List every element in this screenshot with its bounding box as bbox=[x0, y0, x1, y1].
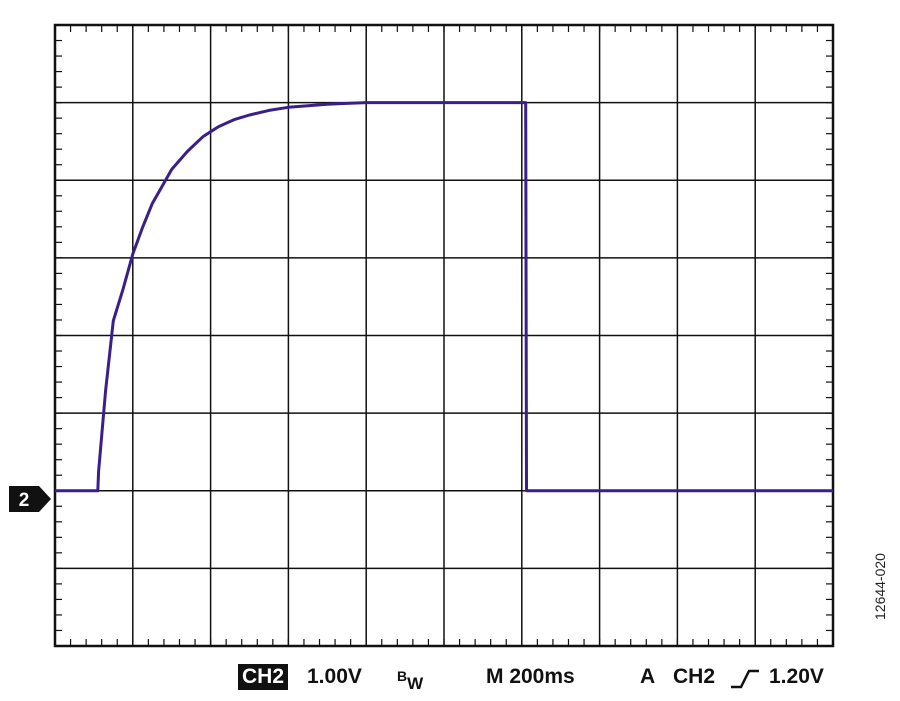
bandwidth-limit-indicator: BW bbox=[397, 668, 424, 693]
signal-trace-layer bbox=[55, 101, 833, 493]
timebase: M 200ms bbox=[486, 665, 575, 688]
trigger-channel: CH2 bbox=[673, 665, 716, 688]
volts-per-division: 1.00V bbox=[307, 665, 362, 688]
trigger-level: 1.20V bbox=[769, 665, 824, 688]
figure-id: 12644-020 bbox=[872, 553, 888, 620]
channel-badge: CH2 bbox=[238, 664, 289, 690]
trigger-prefix: A bbox=[640, 665, 656, 688]
rising-edge-icon bbox=[731, 669, 759, 689]
graticule bbox=[53, 23, 835, 648]
signal-trace bbox=[55, 101, 833, 493]
ground-reference-marker: 2 bbox=[9, 486, 51, 512]
ground-marker-label: 2 bbox=[19, 490, 30, 511]
